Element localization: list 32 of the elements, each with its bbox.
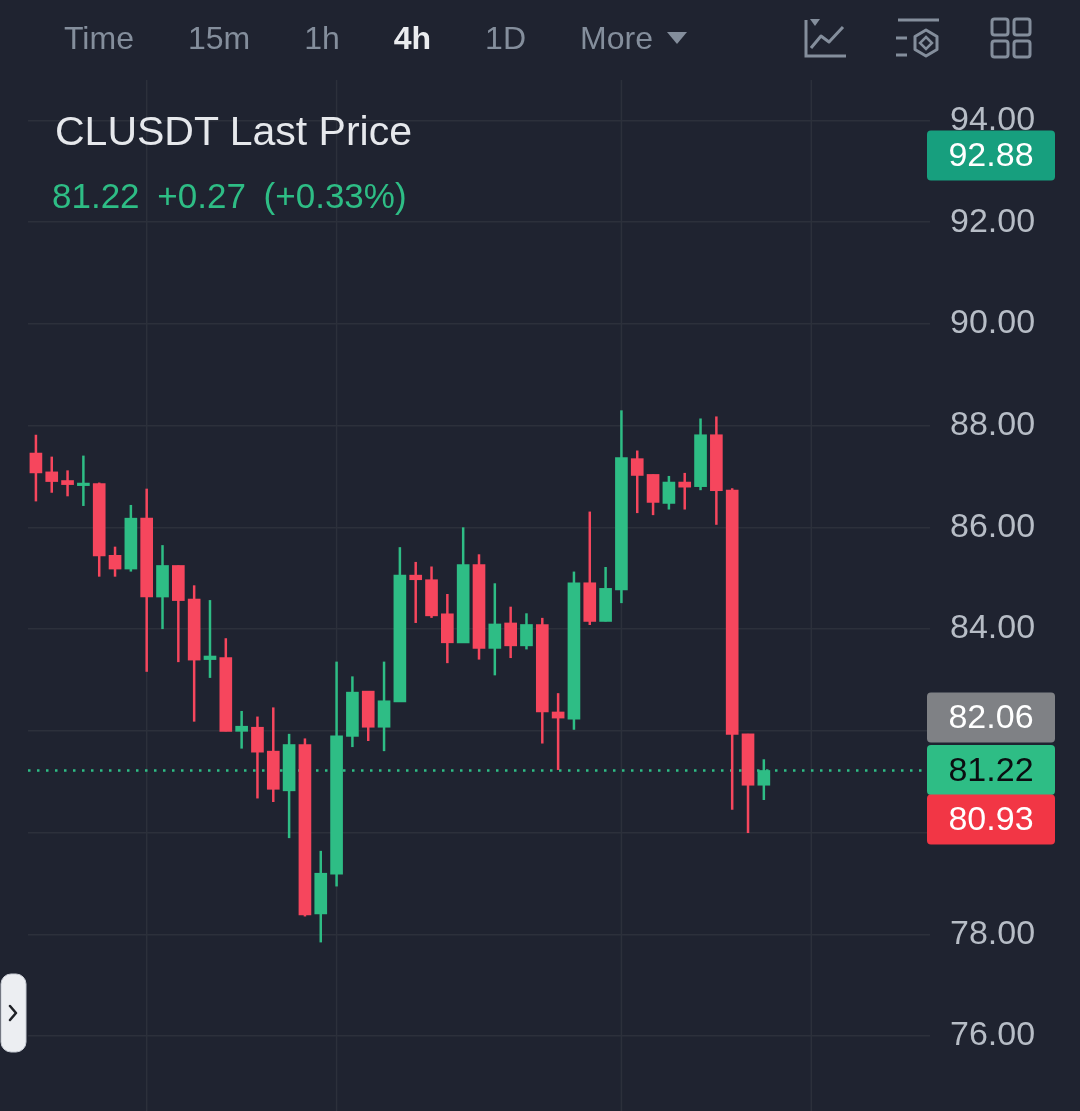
- text: 80.93: [948, 799, 1034, 838]
- y-tick-label: 78.00: [949, 912, 1036, 951]
- y-tick-label: 94.00: [949, 98, 1036, 137]
- y-tick-label: 84.00: [949, 607, 1036, 646]
- candlestick: [504, 605, 517, 660]
- text: 81.22 +0.27 (+0.33%): [52, 176, 407, 216]
- candlestick: [662, 474, 676, 511]
- text: 4h: [393, 19, 432, 57]
- text: 92.88: [948, 135, 1034, 174]
- text: 1h: [304, 19, 340, 57]
- candlestick: [45, 455, 59, 494]
- ref-line-label: 81.22: [948, 749, 1034, 788]
- candlestick: [235, 709, 248, 750]
- candlestick: [409, 560, 423, 625]
- candlestick: [108, 545, 122, 578]
- y-tick-label: 86.00: [949, 505, 1036, 544]
- candlestick: [203, 598, 217, 680]
- chart-title: CLUSDT Last Price: [55, 108, 412, 155]
- candlestick: [61, 469, 74, 498]
- candlestick: [29, 433, 43, 503]
- y-tick-label: 76.00: [949, 1014, 1036, 1053]
- y-tick-label: 92.00: [949, 200, 1036, 239]
- text: Time: [64, 19, 134, 57]
- text: 82.06: [948, 697, 1034, 736]
- candlestick: [520, 612, 533, 651]
- candlestick: [630, 449, 644, 515]
- text: 1D: [485, 19, 527, 57]
- text: More: [580, 19, 653, 57]
- candlestick: [77, 454, 90, 508]
- y-tick-label: 88.00: [949, 403, 1036, 442]
- y-tick-label: 90.00: [949, 302, 1036, 341]
- text: 15m: [187, 19, 251, 57]
